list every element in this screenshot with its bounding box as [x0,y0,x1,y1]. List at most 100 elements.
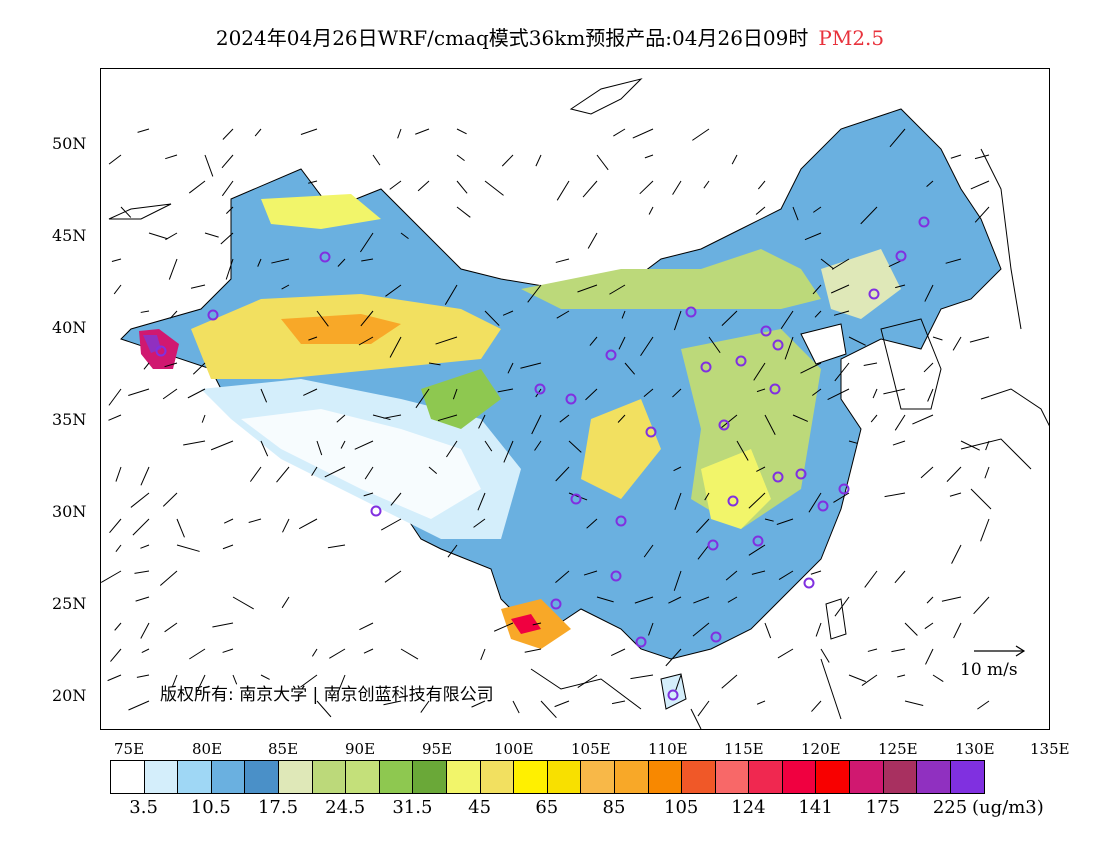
wind-arrow [673,310,682,331]
legend-label: 105 [664,797,699,818]
wind-arrow [114,622,122,631]
wind-arrow [736,440,749,461]
wind-arrow [183,440,206,446]
wind-arrow [108,154,122,165]
legend-swatch [178,761,212,793]
wind-arrow [568,492,588,501]
wind-arrow [221,154,234,169]
wind-arrow [271,258,290,264]
wind-arrow [389,180,402,190]
wind-arrow [535,154,542,167]
wind-arrow [111,258,122,262]
wind-arrow [568,440,582,453]
wind-arrow [437,414,458,422]
wind-arrow [973,596,990,615]
legend-label: 124 [731,797,766,818]
wind-arrow [674,492,682,510]
wind-arrow [703,180,710,189]
wind-arrow [778,570,794,580]
wind-arrow [196,674,206,693]
wind-arrow [130,492,150,508]
wind-arrow [360,232,374,253]
wind-arrow [282,518,290,533]
wind-arrow [556,180,570,201]
wind-arrow [923,362,934,373]
wind-arrow [830,284,850,294]
wind-arrow [632,128,654,139]
wind-arrow [477,492,486,511]
wind-arrow [363,492,374,497]
wind-arrow [308,180,318,184]
legend-label: 225 [932,797,968,818]
wind-arrow [630,674,654,680]
city-marker [710,631,722,643]
wind-arrow [160,570,178,586]
city-marker [772,339,784,351]
wind-arrow [383,700,402,706]
wind-arrow [204,154,214,177]
wind-arrow [756,388,766,393]
wind-arrow [507,362,514,374]
legend-swatch [446,761,481,793]
wind-arrow [883,388,906,395]
wind-arrow [556,310,570,319]
city-marker [895,250,907,262]
wind-arrow [532,622,542,626]
wind-arrow [820,258,835,270]
taklamakan-orange [281,314,401,344]
wind-arrow [300,674,318,688]
legend-unit: (ug/m3) [972,797,1044,818]
wind-arrow [812,388,822,396]
wind-arrow [187,388,206,399]
wind-arrow [609,284,626,295]
wind-arrow [808,492,822,513]
wind-arrow [780,310,794,330]
city-marker [615,515,627,527]
wind-arrow [643,388,654,398]
legend-swatch [950,761,985,793]
wind-arrow [415,388,430,409]
wind-arrow [648,622,654,636]
city-marker [817,500,829,512]
city-marker [565,393,577,405]
wind-arrow [109,518,122,534]
wind-arrow [721,674,738,689]
wind-arrow [951,544,962,564]
wind-arrow [872,388,878,399]
wind-arrow [889,128,906,148]
wind-arrow [165,154,178,160]
legend-swatch [211,761,246,793]
wind-arrow [337,258,346,267]
lon-label: 110E [648,740,688,758]
wind-arrow [945,258,962,264]
wind-arrow [471,700,486,708]
taiwan-island [825,598,847,640]
wind-arrow [128,700,150,711]
wind-arrow [696,518,710,533]
baikal-outline [569,78,643,115]
legend-label: 10.5 [190,797,231,818]
wind-arrow [784,336,794,360]
wind-arrow [226,206,234,214]
dzungaria-yellow [261,194,381,229]
wind-arrow [812,284,822,295]
city-marker [685,306,697,318]
wind-arrow [764,414,776,435]
wind-arrow [585,388,598,401]
wind-arrow [400,648,419,660]
wind-arrow [815,622,822,637]
japan-outline [960,388,1049,510]
wind-scale-label: 10 m/s [960,660,1018,680]
wind-arrow [110,648,122,662]
wind-arrow [192,362,206,375]
legend-swatch [312,761,347,793]
wind-arrow [527,284,542,303]
wind-arrow [143,362,150,370]
wind-arrow [115,466,122,482]
legend-swatch [682,761,716,793]
wind-arrow [644,154,654,159]
lat-label: 50N [52,134,87,153]
wind-arrow [140,466,150,486]
legend-swatch [480,761,515,793]
wind-arrow [932,674,944,682]
